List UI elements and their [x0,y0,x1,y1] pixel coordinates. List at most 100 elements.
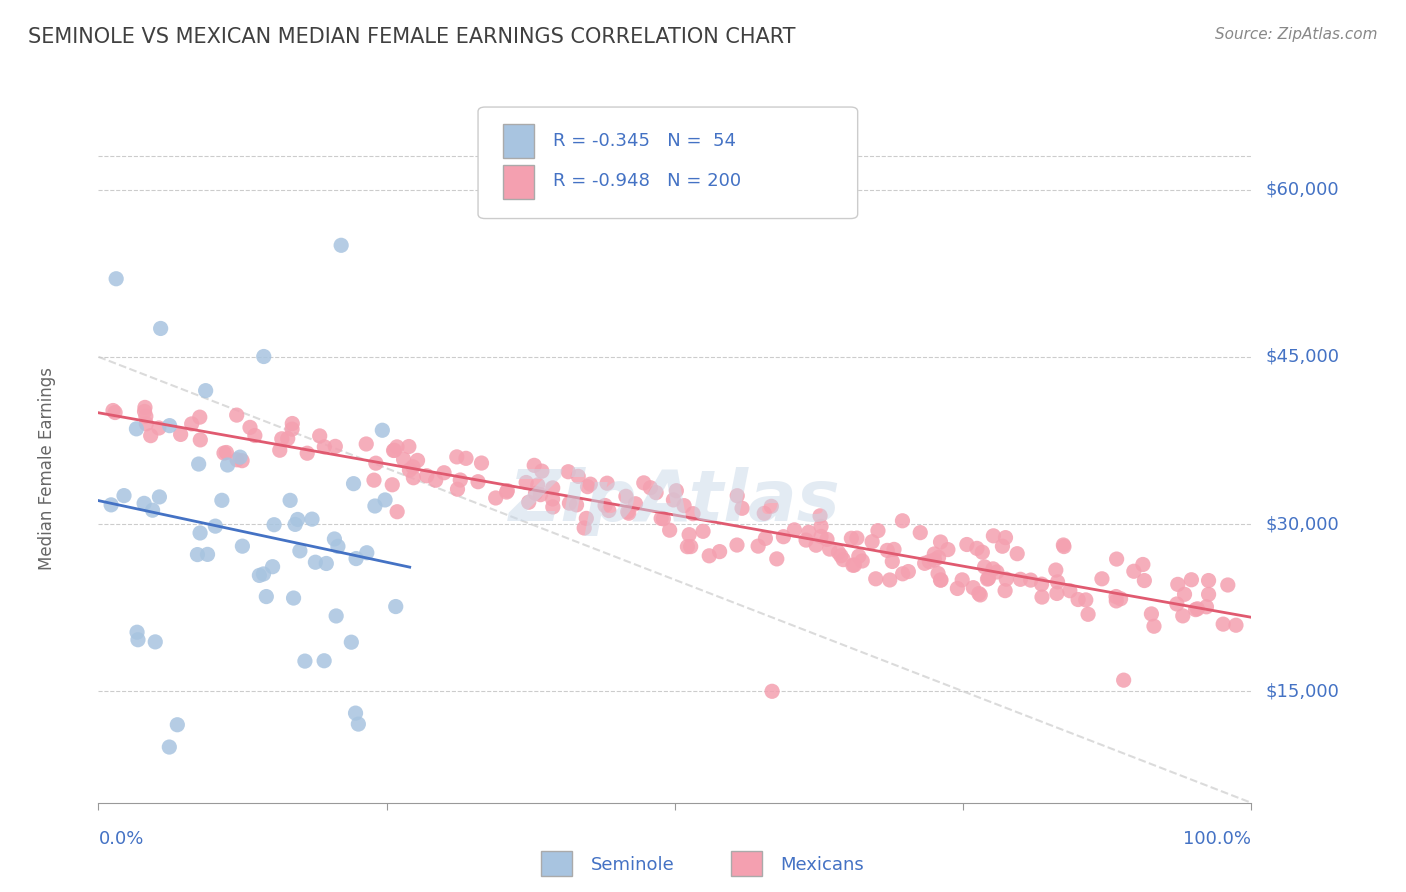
Text: ZipAtlas: ZipAtlas [509,467,841,536]
Point [598,503,620,517]
Point [1074,593,1097,607]
Point [125,422,148,436]
Point [565,498,588,512]
Point [844,558,866,572]
Text: Seminole: Seminole [591,856,675,874]
Point [166,717,188,731]
Point [263,517,285,532]
Point [529,488,551,502]
Point [385,505,408,519]
Point [1045,563,1067,577]
Point [794,533,817,547]
Point [808,508,831,523]
Point [314,654,336,668]
Point [697,549,720,563]
Point [356,546,378,560]
Point [614,489,637,503]
Point [1140,607,1163,621]
Point [882,554,904,568]
Point [575,511,598,525]
Point [731,501,754,516]
Point [891,514,914,528]
Text: 100.0%: 100.0% [1184,830,1251,847]
Point [1212,617,1234,632]
Point [485,491,508,505]
Point [658,523,681,537]
Point [1010,572,1032,586]
Point [304,555,326,569]
Point [897,565,920,579]
Point [994,583,1017,598]
Point [344,551,367,566]
Point [804,538,827,552]
Point [1167,577,1189,591]
Point [125,625,148,640]
Point [1225,618,1247,632]
Point [1133,574,1156,588]
Point [262,559,284,574]
Point [344,706,367,720]
Point [616,505,638,519]
Point [633,475,655,490]
Point [652,512,675,526]
Point [100,498,122,512]
Point [865,572,887,586]
Point [385,440,408,454]
Point [371,423,394,437]
Point [1067,592,1090,607]
Point [135,409,157,424]
Point [977,571,1000,585]
Point [270,432,292,446]
Point [374,492,396,507]
Point [143,635,166,649]
Point [983,529,1005,543]
Point [523,458,546,473]
Point [725,489,748,503]
Point [754,506,776,520]
Point [384,443,406,458]
Point [676,540,699,554]
Point [294,654,316,668]
Point [515,475,537,490]
Point [972,545,994,559]
Point [1019,573,1042,587]
Point [217,458,239,472]
Point [148,490,170,504]
Point [860,534,883,549]
Point [818,542,841,557]
Point [127,632,149,647]
Point [662,492,685,507]
Point [323,532,346,546]
Point [914,557,936,571]
Point [910,525,932,540]
Point [526,478,548,492]
Point [673,499,696,513]
Text: $15,000: $15,000 [1265,682,1339,700]
Point [1109,591,1132,606]
Point [283,591,305,605]
Point [229,450,252,464]
Point [340,635,363,649]
Point [827,545,849,559]
Point [1105,590,1128,604]
Point [314,440,336,454]
Point [243,428,266,442]
Point [446,450,468,464]
Point [761,684,783,698]
Point [810,519,832,533]
Point [204,519,226,533]
Text: SEMINOLE VS MEXICAN MEDIAN FEMALE EARNINGS CORRELATION CHART: SEMINOLE VS MEXICAN MEDIAN FEMALE EARNIN… [28,27,796,46]
Point [765,552,787,566]
Point [530,464,553,478]
Point [134,404,156,418]
Point [761,500,783,514]
Point [1046,586,1069,600]
Point [832,552,855,566]
Point [679,540,702,554]
Point [363,473,385,487]
Point [924,553,946,567]
Point [967,586,990,600]
Point [1180,573,1202,587]
Point [212,446,235,460]
Point [1046,574,1069,589]
